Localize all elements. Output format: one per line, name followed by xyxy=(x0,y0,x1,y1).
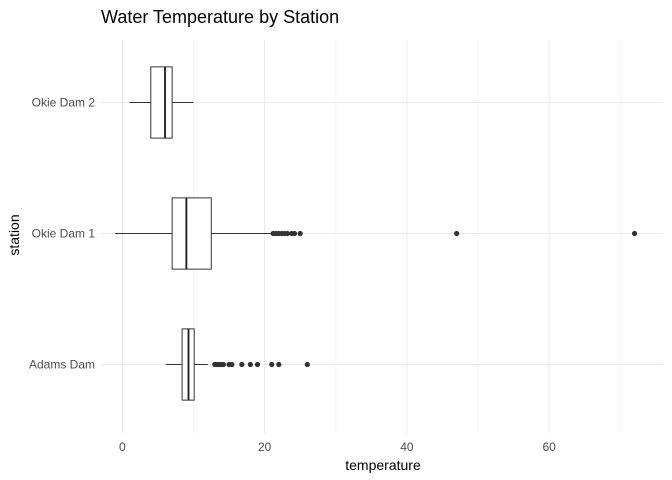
outlier-point xyxy=(297,230,303,237)
x-tick-label: 60 xyxy=(542,440,556,454)
box-iqr xyxy=(171,197,212,270)
outlier-point xyxy=(304,361,310,368)
x-tick-labels: 0 20 40 60 xyxy=(119,440,556,454)
y-tick-label: Okie Dam 2 xyxy=(32,96,96,110)
chart-title: Water Temperature by Station xyxy=(101,7,339,27)
outlier-point xyxy=(220,361,226,368)
outlier-point xyxy=(284,230,290,237)
y-tick-label: Adams Dam xyxy=(29,358,95,372)
boxes xyxy=(115,66,638,401)
outlier-point xyxy=(269,361,275,368)
box-iqr xyxy=(150,66,173,139)
outlier-point xyxy=(454,230,460,237)
outlier-point xyxy=(631,230,638,237)
y-tick-label: Okie Dam 1 xyxy=(32,227,96,241)
outlier-point xyxy=(254,361,261,368)
x-axis-title: temperature xyxy=(345,457,421,473)
outlier-point xyxy=(291,230,298,237)
outlier-point xyxy=(239,361,245,368)
y-tick-labels: Adams Dam Okie Dam 1 Okie Dam 2 xyxy=(29,96,95,372)
grid xyxy=(101,40,663,433)
outlier-point xyxy=(276,361,282,368)
x-tick-label: 0 xyxy=(119,440,126,454)
outlier-point xyxy=(247,361,253,368)
outlier-point xyxy=(229,361,235,368)
y-axis-title: station xyxy=(6,214,22,255)
x-tick-label: 40 xyxy=(400,440,414,454)
x-tick-label: 20 xyxy=(258,440,272,454)
